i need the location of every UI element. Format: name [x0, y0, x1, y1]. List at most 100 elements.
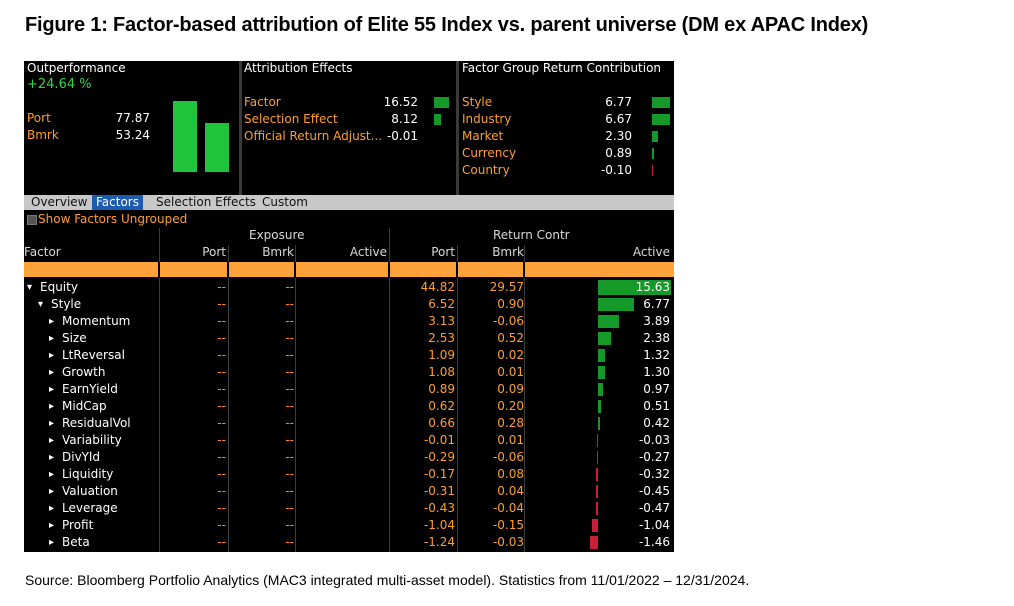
col-header-ret-bmrk[interactable]: Bmrk — [492, 245, 524, 259]
return-bmrk-cell: 0.20 — [497, 399, 524, 413]
active-contribution-bar — [598, 400, 601, 413]
table-row[interactable]: ▸ Liquidity -- -- -0.17 0.08 -0.32 — [24, 466, 674, 483]
active-contribution-bar — [592, 519, 598, 532]
return-active-cell: 0.42 — [643, 416, 670, 430]
port-bar — [173, 101, 197, 172]
return-bmrk-cell: -0.03 — [492, 535, 524, 549]
table-row[interactable]: ▸ Size -- -- 2.53 0.52 2.38 — [24, 330, 674, 347]
return-port-cell: 1.09 — [428, 348, 455, 362]
attribution-label-adjust: Official Return Adjust... — [244, 129, 383, 143]
return-active-cell: 6.77 — [643, 297, 670, 311]
col-header-exp-active[interactable]: Active — [349, 245, 387, 259]
col-divider — [295, 245, 296, 262]
active-contribution-bar — [598, 332, 611, 345]
expand-toggle-icon[interactable]: ▸ — [49, 452, 55, 463]
expand-toggle-icon[interactable]: ▸ — [49, 520, 55, 531]
expand-toggle-icon[interactable]: ▸ — [49, 316, 55, 327]
factor-name: LtReversal — [62, 348, 125, 362]
return-active-cell: -0.03 — [638, 433, 670, 447]
exposure-bmrk-cell: -- — [285, 280, 294, 294]
active-contribution-bar — [598, 280, 671, 295]
expand-toggle-icon[interactable]: ▸ — [49, 367, 55, 378]
expand-toggle-icon[interactable]: ▾ — [38, 299, 44, 310]
exposure-port-cell: -- — [217, 314, 226, 328]
return-bmrk-cell: 0.02 — [497, 348, 524, 362]
col-divider — [524, 245, 525, 262]
expand-toggle-icon[interactable]: ▸ — [49, 435, 55, 446]
factor-name: Size — [62, 331, 87, 345]
table-row[interactable]: ▸ ResidualVol -- -- 0.66 0.28 0.42 — [24, 415, 674, 432]
col-header-ret-active[interactable]: Active — [632, 245, 670, 259]
factor-group-bar-market — [652, 131, 659, 142]
col-header-ret-port[interactable]: Port — [431, 245, 455, 259]
exposure-port-cell: -- — [217, 501, 226, 515]
tab-bar: Overview Factors Selection Effects Custo… — [24, 195, 674, 210]
exposure-port-cell: -- — [217, 365, 226, 379]
col-divider — [159, 278, 160, 552]
table-row[interactable]: ▸ LtReversal -- -- 1.09 0.02 1.32 — [24, 347, 674, 364]
ungrouped-label[interactable]: Show Factors Ungrouped — [38, 212, 188, 226]
col-divider — [228, 245, 229, 262]
expand-toggle-icon[interactable]: ▾ — [27, 282, 33, 293]
col-divider — [295, 278, 296, 552]
active-contribution-bar — [596, 468, 598, 481]
col-divider — [159, 228, 160, 262]
active-contribution-bar — [598, 349, 605, 362]
return-port-cell: -0.43 — [423, 501, 455, 515]
table-row[interactable]: ▸ MidCap -- -- 0.62 0.20 0.51 — [24, 398, 674, 415]
expand-toggle-icon[interactable]: ▸ — [49, 537, 55, 548]
table-row[interactable]: ▸ Beta -- -- -1.24 -0.03 -1.46 — [24, 534, 674, 551]
expand-toggle-icon[interactable]: ▸ — [49, 469, 55, 480]
return-bmrk-cell: 0.01 — [497, 433, 524, 447]
return-port-cell: 1.08 — [428, 365, 455, 379]
tab-custom[interactable]: Custom — [262, 195, 308, 209]
table-row[interactable]: ▾ Equity -- -- 44.82 29.57 15.63 — [24, 279, 674, 296]
return-active-cell: -1.46 — [638, 535, 670, 549]
return-bmrk-cell: -0.04 — [492, 501, 524, 515]
return-port-cell: 2.53 — [428, 331, 455, 345]
col-header-factor[interactable]: Factor — [24, 245, 61, 259]
expand-toggle-icon[interactable]: ▸ — [49, 350, 55, 361]
exposure-port-cell: -- — [217, 399, 226, 413]
col-header-exp-bmrk[interactable]: Bmrk — [262, 245, 294, 259]
attribution-title: Attribution Effects — [244, 61, 353, 75]
return-port-cell: -0.17 — [423, 467, 455, 481]
tab-overview[interactable]: Overview — [31, 195, 88, 209]
expand-toggle-icon[interactable]: ▸ — [49, 503, 55, 514]
return-port-cell: -1.04 — [423, 518, 455, 532]
table-row[interactable]: ▸ Growth -- -- 1.08 0.01 1.30 — [24, 364, 674, 381]
bmrk-bar — [205, 123, 229, 172]
expand-toggle-icon[interactable]: ▸ — [49, 333, 55, 344]
factor-name: Style — [51, 297, 82, 311]
sort-bar-gap — [388, 262, 390, 277]
attribution-value-adjust: -0.01 — [386, 129, 418, 143]
tab-factors[interactable]: Factors — [92, 195, 143, 210]
expand-toggle-icon[interactable]: ▸ — [49, 418, 55, 429]
active-contribution-bar — [595, 485, 598, 498]
tab-selection-effects[interactable]: Selection Effects — [156, 195, 256, 209]
table-row[interactable]: ▾ Style -- -- 6.52 0.90 6.77 — [24, 296, 674, 313]
expand-toggle-icon[interactable]: ▸ — [49, 486, 55, 497]
exposure-bmrk-cell: -- — [285, 535, 294, 549]
table-row[interactable]: ▸ Valuation -- -- -0.31 0.04 -0.45 — [24, 483, 674, 500]
col-header-exp-port[interactable]: Port — [202, 245, 226, 259]
col-divider — [524, 278, 525, 552]
table-row[interactable]: ▸ Momentum -- -- 3.13 -0.06 3.89 — [24, 313, 674, 330]
factor-name: Profit — [62, 518, 94, 532]
table-row[interactable]: ▸ Variability -- -- -0.01 0.01 -0.03 — [24, 432, 674, 449]
table-row[interactable]: ▸ DivYld -- -- -0.29 -0.06 -0.27 — [24, 449, 674, 466]
return-active-cell: 15.63 — [635, 280, 670, 294]
table-row[interactable]: ▸ EarnYield -- -- 0.89 0.09 0.97 — [24, 381, 674, 398]
expand-toggle-icon[interactable]: ▸ — [49, 384, 55, 395]
expand-toggle-icon[interactable]: ▸ — [49, 401, 55, 412]
factor-group-value-style: 6.77 — [605, 95, 632, 109]
factor-group-bar-style — [652, 97, 670, 108]
ungrouped-checkbox[interactable] — [27, 215, 37, 225]
exposure-bmrk-cell: -- — [285, 433, 294, 447]
port-label: Port — [27, 111, 51, 125]
return-port-cell: 0.62 — [428, 399, 455, 413]
table-row[interactable]: ▸ Leverage -- -- -0.43 -0.04 -0.47 — [24, 500, 674, 517]
return-port-cell: 6.52 — [428, 297, 455, 311]
table-row[interactable]: ▸ Profit -- -- -1.04 -0.15 -1.04 — [24, 517, 674, 534]
exposure-bmrk-cell: -- — [285, 314, 294, 328]
